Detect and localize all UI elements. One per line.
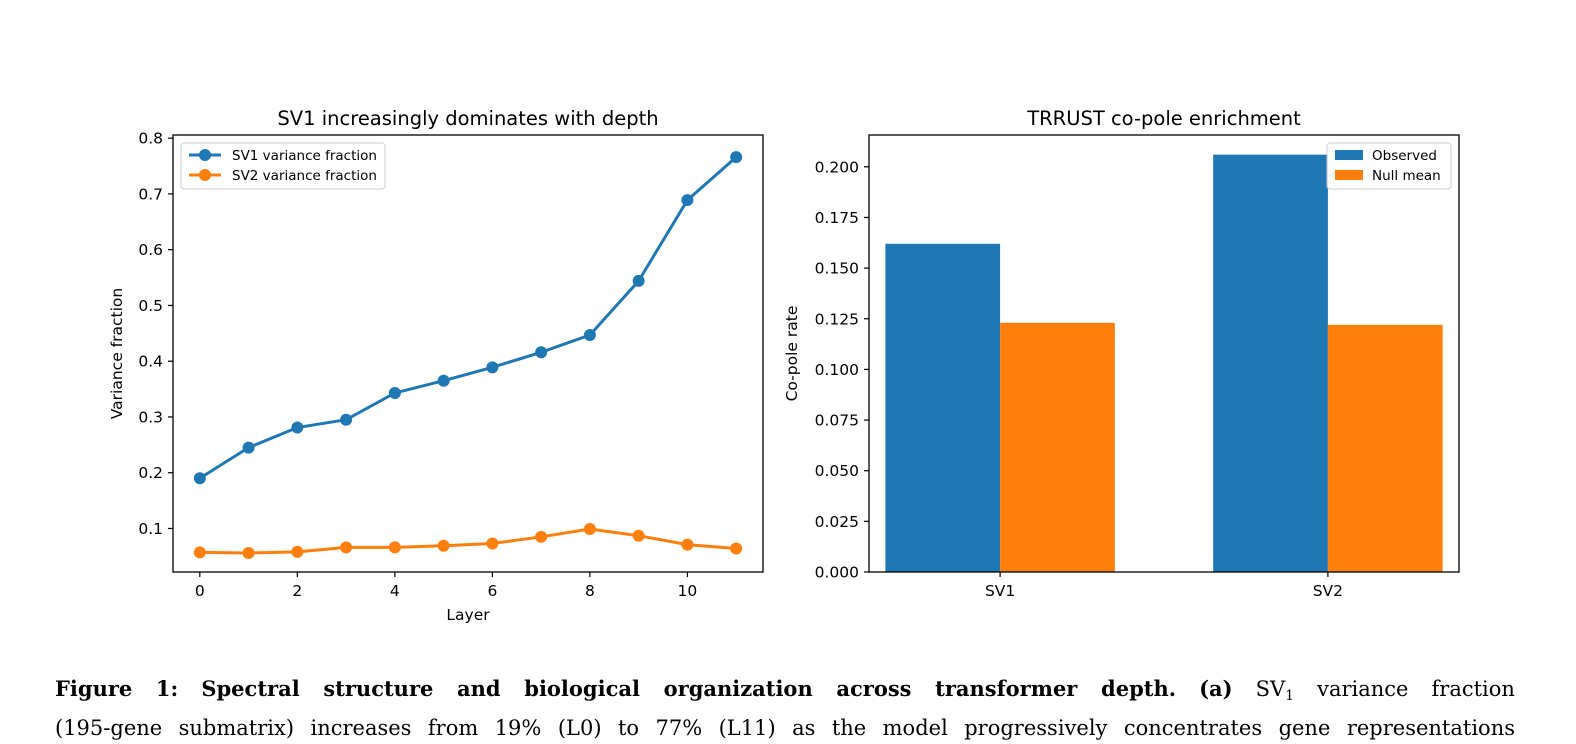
sv1-variance-fraction-point bbox=[681, 194, 694, 207]
sv1-variance-fraction-point bbox=[340, 413, 353, 426]
sv1-variance-fraction-point bbox=[486, 361, 499, 374]
y-tick-label: 0.075 bbox=[815, 412, 859, 430]
y-tick-label: 0.025 bbox=[815, 513, 859, 531]
sv2-variance-fraction-point bbox=[437, 539, 450, 552]
legend-label: SV2 variance fraction bbox=[232, 168, 377, 184]
left-y-axis-label: Variance fraction bbox=[108, 288, 126, 419]
x-tick-label: 4 bbox=[390, 582, 400, 600]
sv1-variance-fraction-point bbox=[242, 441, 255, 454]
y-tick-label: 0.050 bbox=[815, 462, 859, 480]
x-tick-label: 8 bbox=[585, 582, 595, 600]
right-y-axis-label: Co-pole rate bbox=[783, 306, 801, 402]
y-tick-label: 0.7 bbox=[138, 185, 163, 203]
sv1-variance-fraction-point bbox=[193, 472, 206, 485]
legend-label: SV1 variance fraction bbox=[232, 148, 377, 164]
legend-patch-swatch bbox=[1335, 150, 1363, 160]
legend-marker-swatch bbox=[199, 169, 211, 181]
x-tick-label: 0 bbox=[195, 582, 205, 600]
sv2-variance-fraction-point bbox=[388, 541, 401, 554]
legend-label: Observed bbox=[1372, 148, 1437, 164]
caption-sv-symbol: SV bbox=[1255, 677, 1286, 701]
x-tick-label: SV2 bbox=[1313, 582, 1343, 600]
x-tick-label: 2 bbox=[292, 582, 302, 600]
caption-line-2: (195-gene submatrix) increases from 19% … bbox=[55, 716, 1515, 740]
left-plot-frame bbox=[172, 134, 764, 573]
x-tick-label: 6 bbox=[487, 582, 497, 600]
y-tick-label: 0.1 bbox=[138, 520, 163, 538]
y-tick-label: 0.100 bbox=[815, 361, 859, 379]
y-tick-label: 0.2 bbox=[138, 464, 163, 482]
sv2-variance-fraction-line bbox=[199, 527, 737, 555]
y-tick-label: 0.125 bbox=[815, 310, 859, 328]
y-tick-label: 0.5 bbox=[138, 297, 163, 315]
caption-line-1: Figure 1: Spectral structure and biologi… bbox=[55, 673, 1515, 712]
sv2-variance-fraction-point bbox=[681, 538, 694, 551]
observed-bar-sv2 bbox=[1213, 154, 1328, 572]
y-tick-label: 0.4 bbox=[138, 353, 163, 371]
caption-sv-subscript: 1 bbox=[1285, 688, 1295, 704]
y-tick-label: 0.8 bbox=[138, 130, 163, 148]
legend-marker-swatch bbox=[199, 149, 211, 161]
sv2-variance-fraction-point bbox=[583, 523, 596, 536]
sv1-variance-fraction-point bbox=[291, 421, 304, 434]
sv1-variance-fraction-point bbox=[437, 374, 450, 387]
sv2-variance-fraction-point bbox=[486, 537, 499, 550]
caption-title: Spectral structure and biological organi… bbox=[201, 676, 1177, 701]
sv2-variance-fraction-point bbox=[291, 545, 304, 558]
sv2-variance-fraction-point bbox=[535, 530, 548, 543]
y-tick-label: 0.3 bbox=[138, 408, 163, 426]
sv2-variance-fraction-point bbox=[340, 541, 353, 554]
x-tick-label: 10 bbox=[678, 582, 698, 600]
sv1-variance-fraction-point bbox=[730, 151, 743, 164]
caption-label: Figure 1: bbox=[55, 676, 179, 701]
left-legend-box bbox=[180, 142, 386, 190]
sv1-variance-fraction-line bbox=[199, 156, 738, 480]
legend-label: Null mean bbox=[1372, 168, 1441, 184]
sv2-variance-fraction-point bbox=[193, 546, 206, 559]
variance-fraction-line-chart: 0 2 4 6 8 10 0.1 0.2 0.3 0.4 0.5 0.6 0.7 0.8 SV1 incre… bbox=[108, 107, 764, 624]
y-tick-label: 0.175 bbox=[815, 209, 859, 227]
sv2-variance-fraction-point bbox=[730, 542, 743, 555]
left-chart-title: SV1 increasingly dominates with depth bbox=[277, 107, 658, 130]
y-tick-label: 0.150 bbox=[815, 260, 859, 278]
y-tick-label: 0.200 bbox=[815, 158, 859, 176]
right-chart-title: TRRUST co-pole enrichment bbox=[1026, 107, 1301, 130]
sv1-variance-fraction-point bbox=[388, 386, 401, 399]
legend-patch-swatch bbox=[1335, 170, 1363, 180]
caption-line1-rest: variance fraction bbox=[1317, 677, 1515, 701]
left-x-axis-label: Layer bbox=[446, 606, 490, 624]
null-mean-bar-sv2 bbox=[1327, 324, 1443, 572]
null-mean-bar-sv1 bbox=[1000, 322, 1115, 572]
sv1-variance-fraction-point bbox=[583, 328, 596, 341]
sv2-variance-fraction-point bbox=[242, 546, 255, 559]
sv2-variance-fraction-point bbox=[632, 529, 645, 542]
sv1-variance-fraction-point bbox=[535, 346, 548, 359]
sv1-variance-fraction-point bbox=[632, 274, 645, 287]
caption-panel-a: (a) bbox=[1199, 676, 1233, 701]
y-tick-label: 0.000 bbox=[815, 564, 859, 582]
observed-bar-sv1 bbox=[885, 243, 1001, 572]
figure-caption: Figure 1: Spectral structure and biologi… bbox=[55, 673, 1515, 744]
x-tick-label: SV1 bbox=[985, 582, 1015, 600]
y-tick-label: 0.6 bbox=[138, 241, 163, 259]
right-plot-frame bbox=[868, 134, 1460, 573]
co-pole-enrichment-bar-chart: 0.000 0.025 0.050 0.075 0.100 0.125 0.150 0.175… bbox=[783, 107, 1460, 600]
